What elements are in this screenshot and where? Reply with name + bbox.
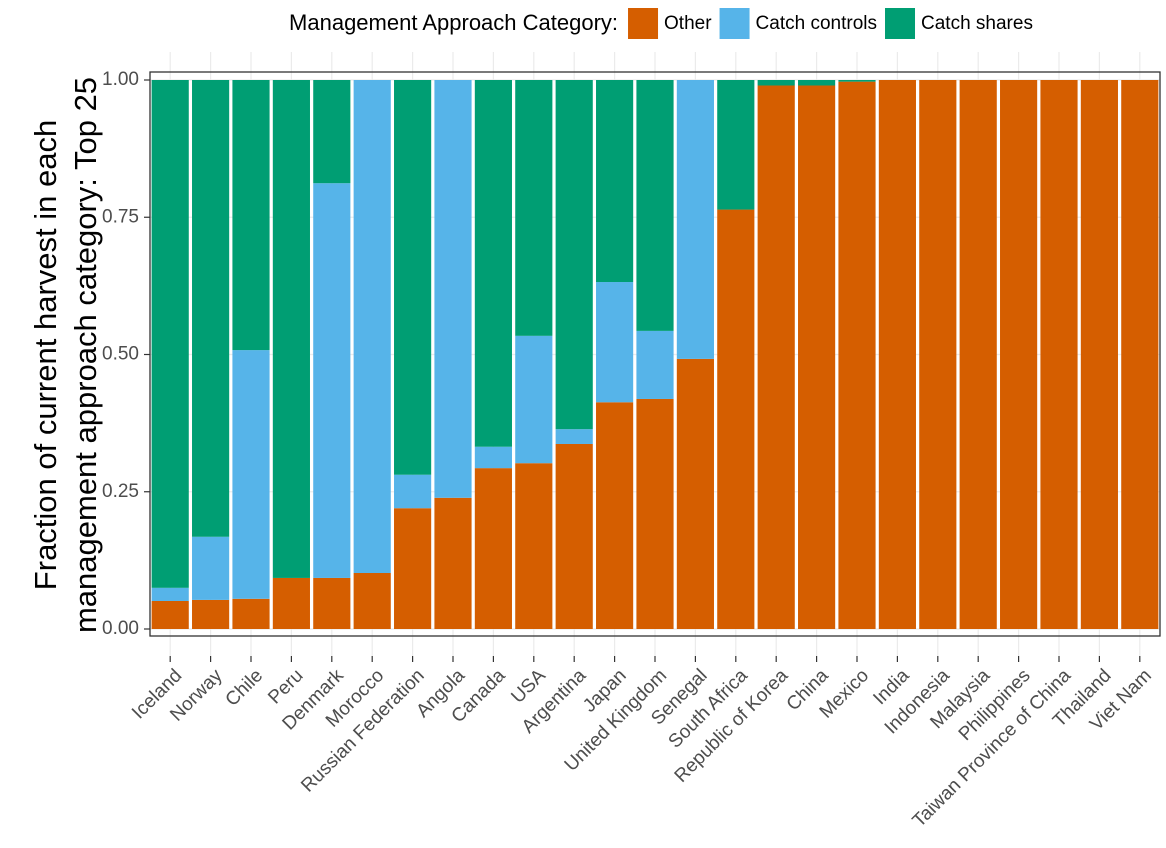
bar-segment	[232, 350, 270, 599]
bar-segment	[434, 497, 472, 629]
bar-segment	[313, 183, 351, 578]
bar-segment	[596, 402, 634, 629]
bar-segment	[596, 80, 634, 283]
bar-segment	[555, 429, 593, 444]
bar-segment	[676, 358, 714, 629]
legend-swatch	[885, 8, 916, 39]
bar-segment	[596, 282, 634, 403]
bar-segment	[636, 398, 674, 629]
bar-segment	[555, 80, 593, 430]
y-axis-title: management approach category: Top 25	[68, 77, 103, 633]
bar-segment	[515, 463, 553, 629]
legend-label: Other	[664, 13, 712, 34]
bar-segment	[878, 80, 916, 629]
bar-segment	[353, 80, 391, 574]
bar-segment	[1080, 80, 1118, 629]
legend-title: Management Approach Category:	[289, 10, 618, 35]
bar-segment	[757, 80, 795, 86]
bar-segment	[394, 508, 432, 629]
bar-segment	[151, 587, 189, 602]
bar-segment	[192, 536, 230, 600]
bar-segment	[757, 85, 795, 630]
bar-segment	[838, 80, 876, 82]
panel-border	[149, 71, 1161, 637]
bar-segment	[515, 80, 553, 336]
bar-segment	[474, 468, 512, 629]
bar-segment	[474, 446, 512, 469]
bar-segment	[272, 577, 310, 629]
bar-segment	[313, 577, 351, 629]
bar-segment	[919, 80, 957, 629]
bar-segment	[394, 80, 432, 475]
bar-segment	[151, 80, 189, 588]
y-tick-label: 1.00	[102, 69, 139, 90]
bar-segment	[798, 85, 836, 630]
bar-segment	[434, 80, 472, 498]
bar-segment	[272, 80, 310, 578]
bar-segment	[1000, 80, 1038, 629]
y-tick-label: 0.25	[102, 481, 139, 502]
bar-segment	[394, 474, 432, 509]
bar-segment	[1040, 80, 1078, 629]
legend-swatch	[628, 8, 659, 39]
x-tick-label: Chile	[222, 665, 267, 710]
bar-segment	[192, 80, 230, 537]
y-tick-label: 0.00	[102, 618, 139, 639]
legend: Management Approach Category: Other Catch …	[289, 8, 1033, 39]
bar-segment	[515, 335, 553, 464]
bar-segment	[353, 573, 391, 629]
bar-segment	[192, 599, 230, 629]
bar-segment	[232, 80, 270, 351]
bar-segment	[959, 80, 997, 629]
bar-segment	[636, 330, 674, 399]
bar-segment	[717, 80, 755, 210]
bar-segment	[838, 81, 876, 630]
legend-swatch	[719, 8, 750, 39]
y-tick-label: 0.75	[102, 206, 139, 227]
bar-segment	[717, 209, 755, 629]
bar-segment	[676, 80, 714, 359]
bar-segment	[474, 80, 512, 447]
bar-segment	[798, 80, 836, 86]
legend-label: Catch shares	[921, 13, 1033, 34]
bar-segment	[232, 598, 270, 629]
legend-label: Catch controls	[756, 13, 877, 34]
bar-segment	[313, 80, 351, 184]
y-axis-title: Fraction of current harvest in each	[28, 120, 63, 590]
bar-segment	[555, 443, 593, 629]
bar-segment	[151, 601, 189, 629]
bar-segment	[1121, 80, 1159, 629]
bar-segment	[636, 80, 674, 331]
y-tick-label: 0.50	[102, 344, 139, 365]
